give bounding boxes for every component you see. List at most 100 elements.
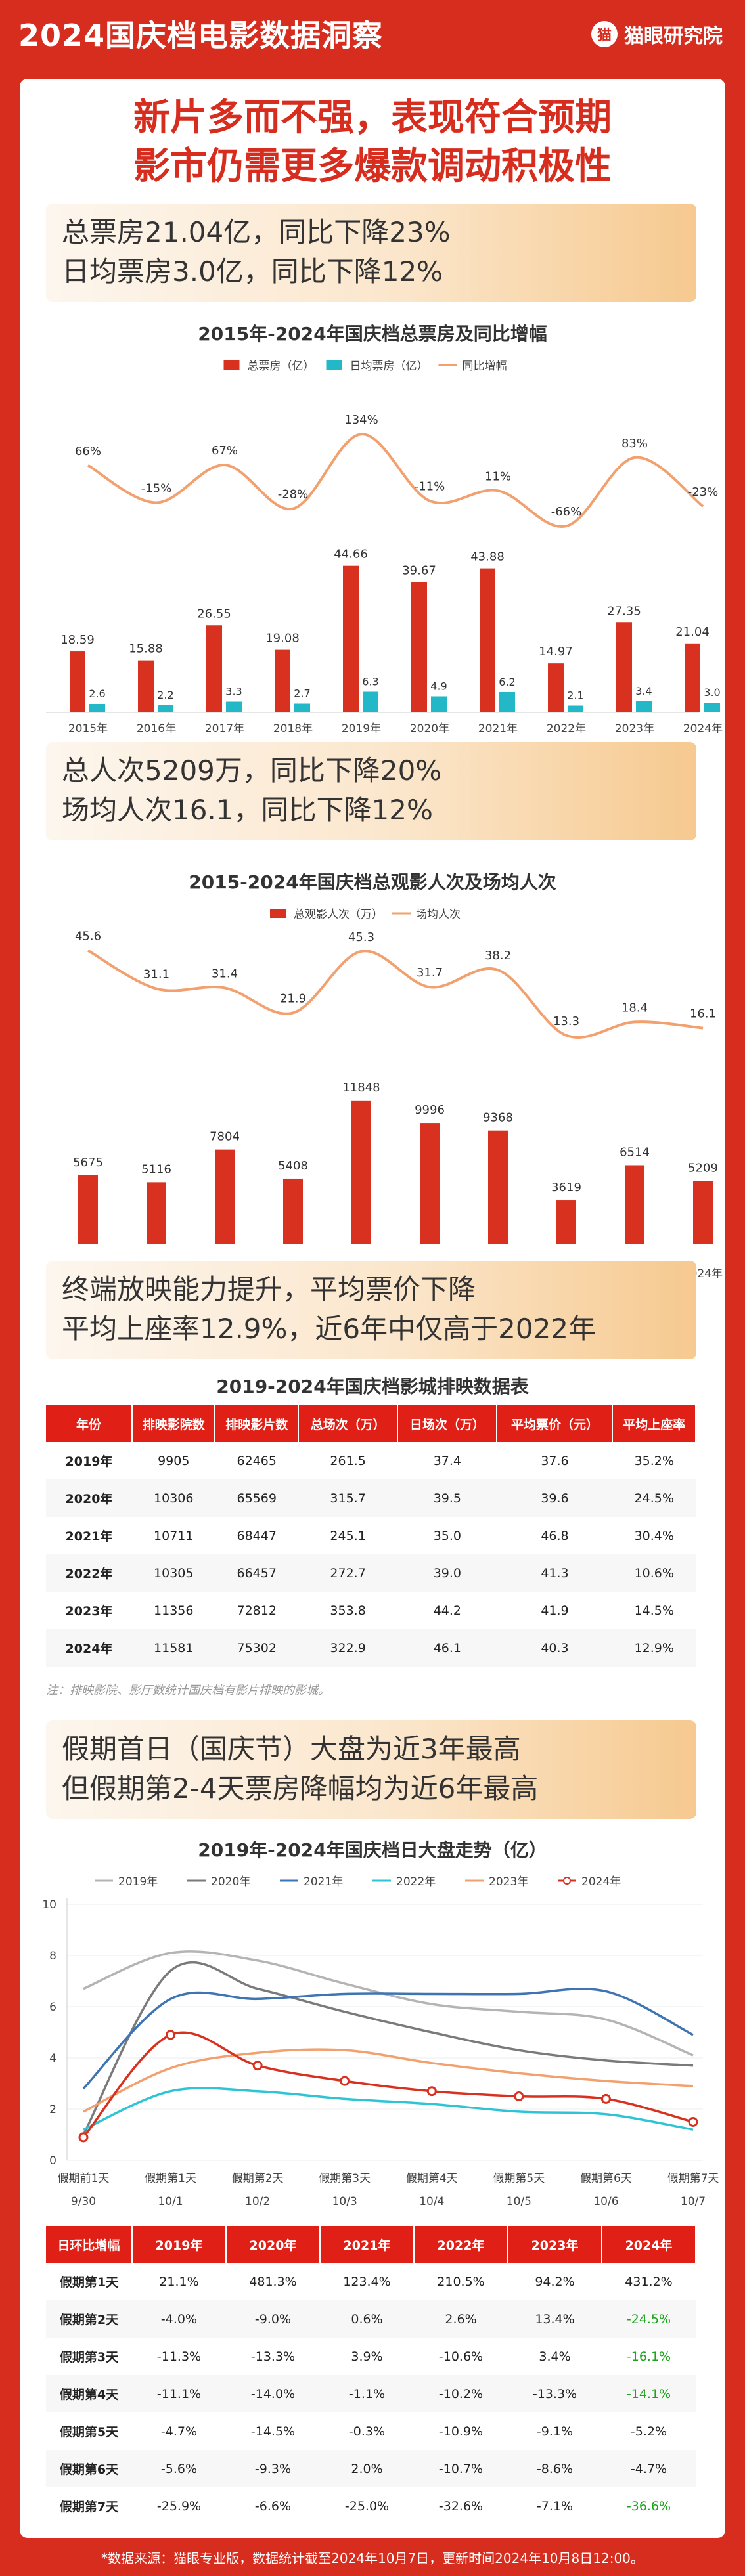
attendance-chart: 总观影人次（万）场均人次56752015年51162016年78042017年5… bbox=[68, 908, 723, 1280]
bar-total-attendance bbox=[488, 1130, 508, 1244]
attendance-value-label: 6514 bbox=[620, 1145, 650, 1159]
x-date-label: 10/1 bbox=[158, 2195, 183, 2208]
total-value-label: 21.04 bbox=[675, 625, 710, 639]
chart1-title: 2015年-2024年国庆档总票房及同比增幅 bbox=[198, 323, 547, 345]
table-cell: -14.0% bbox=[226, 2375, 320, 2412]
table-cell: 35.2% bbox=[634, 1453, 674, 1468]
table-cell: 315.7 bbox=[298, 1479, 398, 1517]
series-line-2021年 bbox=[82, 1987, 694, 2090]
brand-name: 猫眼研究院 bbox=[624, 25, 723, 48]
legend-marker bbox=[563, 1877, 571, 1885]
table-cell: -4.7% bbox=[602, 2450, 696, 2487]
bar-total-box-office bbox=[616, 622, 632, 712]
y-tick-label: 4 bbox=[49, 2052, 56, 2065]
table-cell: 39.0 bbox=[397, 1554, 497, 1592]
row-label-cell: 2024年 bbox=[46, 1629, 132, 1667]
table-cell: 3.9% bbox=[351, 2349, 383, 2364]
yoy-label: -66% bbox=[551, 505, 582, 519]
legend-label: 2019年 bbox=[118, 1875, 158, 1888]
x-tick-label: 假期第7天 bbox=[667, 2172, 719, 2185]
x-tick-label: 2023年 bbox=[615, 722, 654, 735]
table-cell: 37.4 bbox=[433, 1453, 461, 1468]
series-line-2024年 bbox=[82, 2031, 694, 2139]
series-line-2023年 bbox=[83, 2048, 694, 2113]
chart2-title: 2015-2024年国庆档总观影人次及场均人次 bbox=[189, 871, 556, 893]
column-header: 总场次（万） bbox=[298, 1405, 399, 1442]
yoy-label: 67% bbox=[212, 444, 238, 458]
x-tick-label: 2015年 bbox=[68, 722, 108, 735]
table-cell: -4.7% bbox=[160, 2424, 198, 2439]
chart4-title: 2019年-2024年国庆档日大盘走势（亿） bbox=[198, 1839, 547, 1861]
legend-label: 2020年 bbox=[211, 1875, 250, 1888]
table-cell: 24.5% bbox=[612, 1479, 696, 1517]
bar-daily-box-office bbox=[226, 701, 242, 712]
table-row: 假期第3天 -11.3% -13.3% 3.9% -10.6% 3.4% -16.1% bbox=[46, 2338, 696, 2375]
line-avg-attendance bbox=[87, 949, 704, 1039]
table-cell: 10.6% bbox=[612, 1554, 696, 1592]
row-label-cell: 2023年 bbox=[65, 1604, 113, 1619]
series-2024-marker bbox=[600, 2093, 611, 2104]
table-cell: -16.1% bbox=[626, 2349, 671, 2364]
footer-note: *数据来源：猫眼专业版，数据统计截至2024年10月7日，更新时间2024年10… bbox=[101, 2550, 644, 2566]
daily-line2: 但假期第2-4天票房降幅均为近6年最高 bbox=[62, 1772, 539, 1804]
x-tick-label: 2018年 bbox=[273, 722, 313, 735]
bar-total-box-office bbox=[343, 565, 359, 712]
table-cell: 14.5% bbox=[634, 1603, 674, 1618]
table-cell: 322.9 bbox=[298, 1629, 398, 1667]
row-label-cell: 假期第2天 bbox=[46, 2300, 132, 2338]
table-cell: 9905 bbox=[158, 1453, 190, 1468]
table-cell: 245.1 bbox=[330, 1528, 366, 1543]
column-header: 日环比增幅 bbox=[46, 2226, 133, 2263]
bar-total-box-office bbox=[138, 660, 154, 712]
avg-attendance-label: 45.6 bbox=[75, 930, 101, 944]
bar-daily-box-office bbox=[636, 701, 652, 712]
daily-value-label: 3.0 bbox=[704, 686, 720, 699]
line-yoy-growth bbox=[87, 433, 704, 529]
table-cell: 2.6% bbox=[414, 2300, 508, 2338]
total-value-label: 19.08 bbox=[265, 632, 300, 645]
x-date-label: 10/2 bbox=[245, 2195, 270, 2208]
bar-total-attendance bbox=[283, 1178, 303, 1244]
yoy-label: -11% bbox=[415, 480, 445, 494]
y-tick-label: 0 bbox=[49, 2154, 56, 2168]
attendance-value-label: 5209 bbox=[688, 1162, 718, 1175]
row-label-cell: 假期第5天 bbox=[59, 2425, 119, 2439]
column-header: 排映影片数 bbox=[215, 1405, 299, 1442]
table-row: 2024年 11581 75302 322.9 46.1 40.3 12.9% bbox=[46, 1629, 696, 1667]
table1-title: 2019-2024年国庆档影城排映数据表 bbox=[216, 1376, 529, 1397]
table-cell: 62465 bbox=[237, 1453, 277, 1468]
table-cell: 39.6 bbox=[497, 1479, 613, 1517]
bar-daily-box-office bbox=[431, 696, 447, 712]
table-cell: 66457 bbox=[215, 1554, 298, 1592]
table-cell: -4.0% bbox=[132, 2300, 226, 2338]
legend-swatch bbox=[326, 360, 342, 370]
x-tick-label: 假期前1天 bbox=[58, 2172, 110, 2185]
table-cell: 2.0% bbox=[320, 2450, 414, 2487]
column-header: 年份 bbox=[46, 1405, 133, 1442]
cat-logo-icon: 猫 bbox=[591, 21, 618, 47]
column-header: 平均上座率 bbox=[612, 1405, 696, 1442]
brand: 猫 猫眼研究院 bbox=[591, 20, 723, 49]
avg-attendance-label: 38.2 bbox=[485, 949, 511, 963]
attendance-value-label: 5116 bbox=[141, 1162, 171, 1176]
bar-total-attendance bbox=[693, 1181, 713, 1244]
bar-daily-box-office bbox=[158, 705, 173, 712]
avg-attendance-label: 31.1 bbox=[143, 968, 169, 982]
table-cell: -32.6% bbox=[438, 2499, 484, 2514]
daily-value-label: 6.2 bbox=[499, 676, 515, 688]
x-date-label: 9/30 bbox=[71, 2195, 96, 2208]
table-row: 2019年 9905 62465 261.5 37.4 37.6 35.2% bbox=[46, 1442, 696, 1479]
table-row: 2023年 11356 72812 353.8 44.2 41.9 14.5% bbox=[46, 1592, 696, 1629]
yoy-label: -15% bbox=[141, 482, 172, 496]
attendance-value-label: 9368 bbox=[483, 1111, 513, 1125]
table-cell: -14.1% bbox=[602, 2375, 696, 2412]
table-cell: 13.4% bbox=[508, 2300, 602, 2338]
y-tick-label: 6 bbox=[49, 2001, 56, 2014]
legend-label: 2022年 bbox=[396, 1875, 436, 1888]
table-cell: 123.4% bbox=[343, 2274, 391, 2289]
legend-swatch bbox=[270, 909, 286, 918]
attendance-value-label: 7804 bbox=[210, 1130, 240, 1144]
table-row: 假期第6天 -5.6% -9.3% 2.0% -10.7% -8.6% -4.7% bbox=[46, 2450, 696, 2487]
avg-attendance-label: 18.4 bbox=[621, 1001, 648, 1015]
box-office-summary: 总票房21.04亿，同比下降23% 日均票房3.0亿，同比下降12% bbox=[46, 204, 696, 302]
